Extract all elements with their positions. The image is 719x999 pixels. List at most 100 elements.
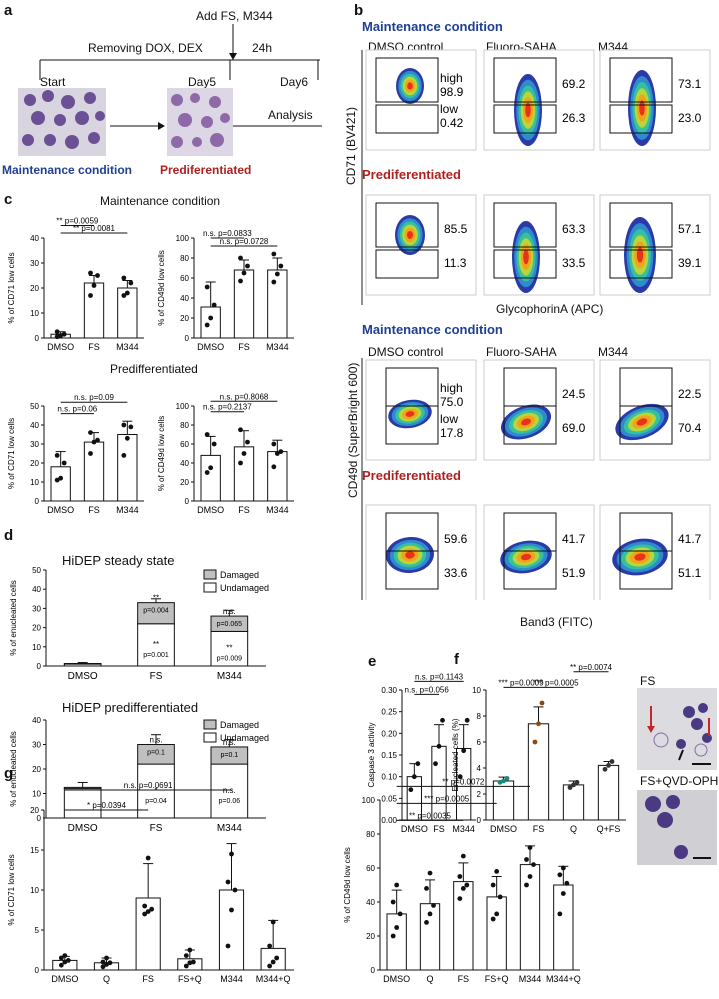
y-tick-label: 60 bbox=[180, 440, 189, 449]
data-point bbox=[274, 451, 280, 456]
gate-low bbox=[609, 104, 673, 134]
y-tick-label: 0.00 bbox=[381, 816, 397, 825]
y-tick-label: 20 bbox=[180, 478, 189, 487]
density-layer bbox=[520, 418, 532, 426]
chart-c1: 0 10 20 30 40 % of CD71 low cells DMSO FS M344 **… bbox=[7, 217, 144, 352]
bar bbox=[218, 889, 245, 971]
data-point bbox=[527, 845, 533, 850]
y-axis-label: Caspase 3 activity bbox=[367, 723, 376, 788]
y-axis-label: % of CD49d low cells bbox=[343, 847, 352, 923]
c-title-2: Predifferentiated bbox=[110, 362, 198, 376]
gate-low bbox=[619, 405, 673, 445]
data-point bbox=[245, 439, 250, 445]
gate-low-label: low bbox=[440, 412, 458, 426]
x-tick-label: DMSO bbox=[197, 505, 224, 515]
data-point bbox=[241, 451, 247, 456]
bar bbox=[200, 454, 221, 502]
data-point bbox=[433, 761, 438, 767]
gate-low bbox=[375, 249, 439, 279]
data-point bbox=[567, 785, 573, 790]
data-point bbox=[211, 441, 217, 447]
bar bbox=[386, 913, 407, 971]
sig-p-damaged: p=0.1 bbox=[220, 752, 238, 759]
sig-star-damaged: n.s. bbox=[223, 738, 236, 747]
x-tick-label: FS bbox=[238, 505, 250, 515]
flow-plot-cd49_pre-2: 41.7 51.1 bbox=[599, 504, 711, 600]
b-prediff-title-2: Prediferentiated bbox=[362, 468, 461, 483]
d-title-2: HiDEP predifferentiated bbox=[62, 700, 199, 715]
data-point bbox=[408, 787, 414, 793]
density-layer bbox=[636, 247, 644, 263]
y-tick-label: 10 bbox=[30, 309, 39, 318]
sig-star-damaged: n.s. bbox=[150, 736, 163, 745]
chart-c4: 0 20 40 60 80 100 % of CD49d low cells DMSO FS M3… bbox=[157, 392, 294, 515]
gate-high-value: 98.9 bbox=[440, 85, 464, 99]
data-point bbox=[267, 943, 273, 949]
data-point bbox=[274, 271, 280, 277]
data-point bbox=[557, 911, 563, 917]
data-point bbox=[527, 874, 533, 879]
gate-low-value: 11.3 bbox=[444, 256, 467, 270]
sig-star-damaged: n.s. bbox=[223, 607, 236, 616]
panel-label-e: e bbox=[368, 653, 377, 670]
y-tick-label: 0 bbox=[35, 334, 40, 343]
data-point bbox=[494, 911, 500, 917]
gate-high-value: 69.2 bbox=[562, 77, 586, 91]
bar bbox=[200, 306, 221, 339]
gate-high-value: 75.0 bbox=[440, 395, 464, 409]
sig-star-undamaged: n.s. bbox=[223, 786, 236, 795]
data-point bbox=[490, 916, 496, 922]
prediff-micrograph bbox=[167, 88, 233, 156]
data-point bbox=[208, 315, 214, 321]
gate-high-value: 41.7 bbox=[678, 532, 702, 546]
y-axis-label: % of CD71 low cells bbox=[7, 854, 16, 925]
y-tick-label: 0 bbox=[477, 816, 482, 825]
x-tick-label: FS+Q bbox=[178, 974, 202, 984]
y-tick-label: 40 bbox=[180, 459, 189, 468]
data-point bbox=[204, 432, 210, 437]
bar bbox=[233, 446, 255, 502]
flow-plot-cd49_maint-2: 22.5 70.4 bbox=[599, 359, 711, 461]
x-tick-label: Q bbox=[426, 974, 433, 984]
sig-star-damaged: ** bbox=[153, 594, 159, 603]
gate-low-value: 51.9 bbox=[562, 566, 586, 580]
y-tick-label: 20 bbox=[30, 284, 39, 293]
data-point bbox=[128, 280, 134, 286]
data-point bbox=[415, 761, 421, 767]
x-tick-label: M344 bbox=[519, 974, 542, 984]
b-xlabel-band3: Band3 (FITC) bbox=[520, 615, 593, 629]
data-point bbox=[142, 903, 148, 909]
x-tick-label: FS bbox=[88, 505, 100, 515]
y-axis-label: Enucleated cells (%) bbox=[451, 718, 460, 791]
data-point bbox=[394, 882, 400, 888]
gate-high-value: 59.6 bbox=[444, 532, 468, 546]
legend-undamaged-label: Undamaged bbox=[220, 583, 269, 593]
bar bbox=[135, 897, 161, 971]
data-point bbox=[104, 955, 109, 961]
data-point bbox=[100, 964, 106, 970]
data-point bbox=[494, 869, 500, 874]
data-point bbox=[190, 959, 196, 965]
x-tick-label: M344 bbox=[217, 823, 242, 834]
flow-svg: high98.9low0.4269.226.373.123.085.511.36… bbox=[361, 49, 711, 600]
data-point bbox=[238, 460, 243, 466]
y-axis-label: % of enucleated cells bbox=[9, 731, 18, 807]
bar bbox=[117, 434, 138, 502]
data-point bbox=[278, 449, 284, 454]
data-point bbox=[88, 451, 93, 456]
flow-plot-cd71_maint-2: 73.1 23.0 bbox=[599, 49, 711, 151]
sig-label: * p=0.0394 bbox=[87, 801, 126, 810]
y-tick-label: 0.25 bbox=[381, 708, 397, 717]
y-tick-label: 40 bbox=[30, 234, 39, 243]
data-point bbox=[457, 874, 463, 879]
gate-high-value: 73.1 bbox=[678, 77, 702, 91]
data-point bbox=[532, 739, 538, 745]
y-tick-label: 0.15 bbox=[381, 751, 397, 760]
bar-undamaged bbox=[137, 623, 175, 667]
bar bbox=[267, 269, 288, 339]
y-tick-label: 0.05 bbox=[381, 794, 397, 803]
b-maint-title-2: Maintenance condition bbox=[362, 322, 503, 337]
bar bbox=[486, 896, 507, 971]
gate-high bbox=[609, 202, 673, 248]
chart-e: 0.00 0.05 0.10 0.15 0.20 0.25 0.30 Caspase 3 ac… bbox=[367, 672, 476, 834]
